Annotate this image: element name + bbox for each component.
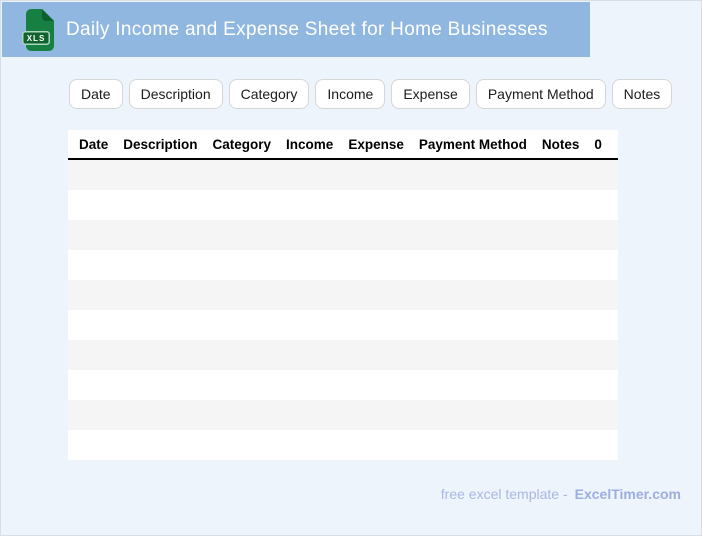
column-chip-payment-method[interactable]: Payment Method — [475, 79, 606, 109]
footer-brand-link[interactable]: ExcelTimer.com — [574, 486, 681, 502]
column-chip-category[interactable]: Category — [228, 79, 310, 109]
column-chip-expense[interactable]: Expense — [391, 79, 470, 109]
table-row — [68, 430, 618, 460]
table-row — [68, 160, 618, 190]
column-chip-date[interactable]: Date — [69, 79, 123, 109]
column-header-date: Date — [79, 136, 109, 152]
column-header-description: Description — [123, 136, 198, 152]
column-header-0: 0 — [594, 136, 602, 152]
spreadsheet-preview: Date Description Category Income Expense Paym… — [68, 130, 618, 460]
column-chip-income[interactable]: Income — [315, 79, 386, 109]
table-row — [68, 280, 618, 310]
table-row — [68, 370, 618, 400]
column-header-payment-method: Payment Method — [418, 136, 527, 152]
table-row — [68, 190, 618, 220]
column-buttons-toolbar: Date Description Category Income Expense Paym… — [69, 79, 673, 109]
header-bar: XLS Daily Income and Expense Sheet for H… — [2, 2, 590, 57]
page-title: Daily Income and Expense Sheet for Home … — [66, 18, 548, 40]
column-header-expense: Expense — [348, 136, 404, 152]
table-row — [68, 400, 618, 430]
xls-file-icon: XLS — [22, 8, 54, 51]
column-chip-description[interactable]: Description — [128, 79, 223, 109]
column-header-notes: Notes — [541, 136, 580, 152]
svg-text:XLS: XLS — [27, 34, 46, 43]
table-row — [68, 250, 618, 280]
column-header-category: Category — [212, 136, 272, 152]
footer: free excel template - ExcelTimer.com — [441, 486, 681, 502]
sheet-header-row: Date Description Category Income Expense Paym… — [68, 130, 618, 160]
column-chip-notes[interactable]: Notes — [611, 79, 673, 109]
column-header-income: Income — [286, 136, 334, 152]
sheet-body — [68, 160, 618, 460]
table-row — [68, 340, 618, 370]
footer-text: free excel template - — [440, 486, 568, 502]
table-row — [68, 310, 618, 340]
table-row — [68, 220, 618, 250]
